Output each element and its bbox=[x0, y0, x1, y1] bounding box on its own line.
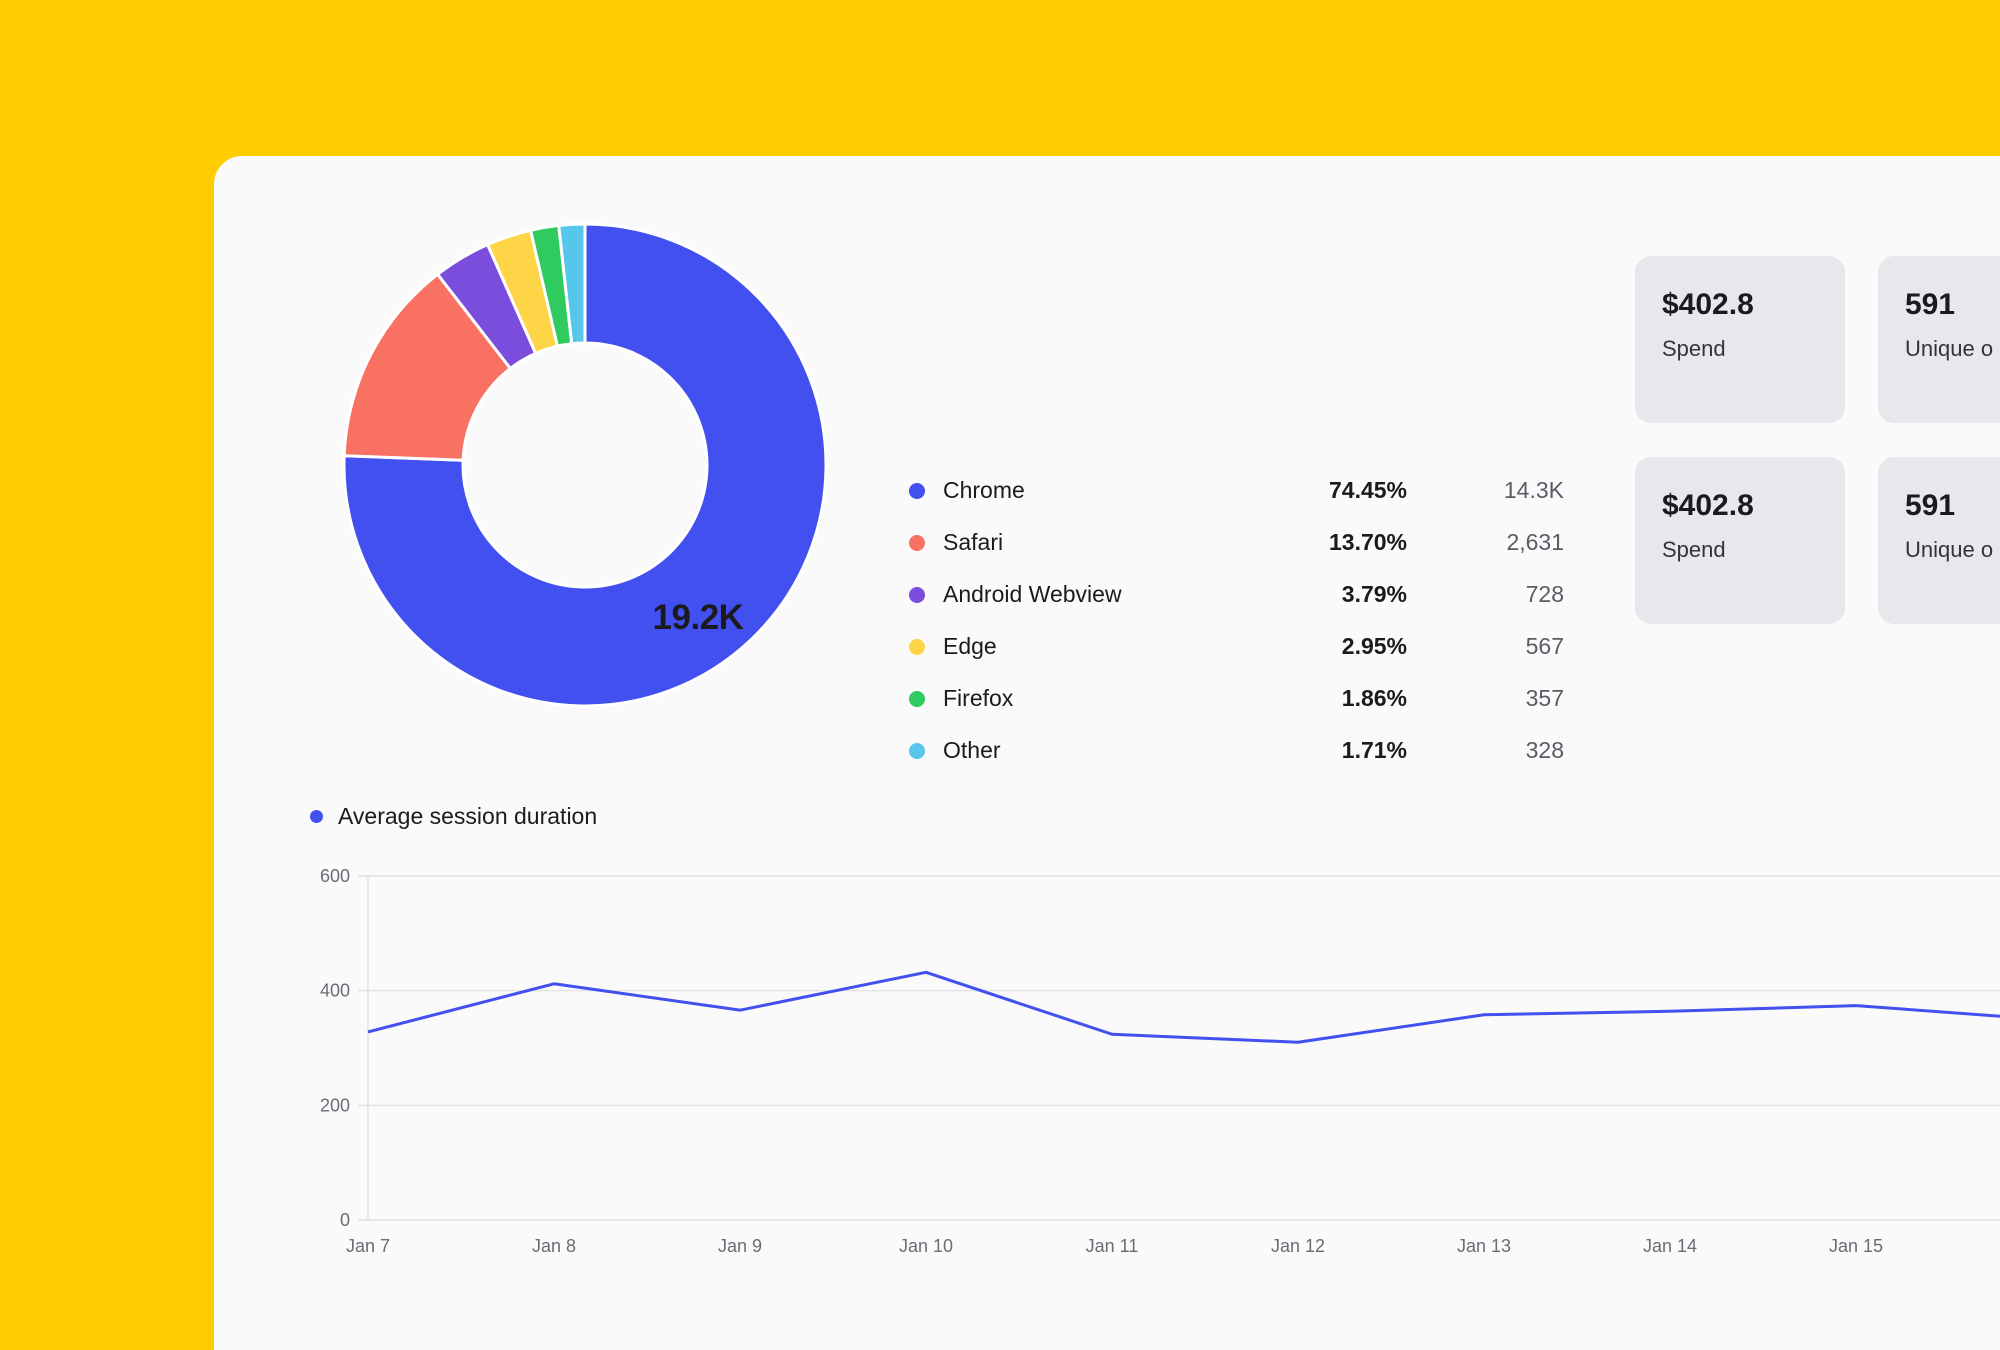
line-chart-legend[interactable]: Average session duration bbox=[310, 801, 710, 831]
x-tick-label: Jan 13 bbox=[1457, 1236, 1511, 1256]
line-legend-label: Average session duration bbox=[338, 803, 598, 829]
legend-percentage: 1.71% bbox=[1341, 737, 1407, 763]
legend-item-safari[interactable]: Safari 13.70% 2,631 bbox=[214, 523, 1564, 563]
stat-card-spend[interactable]: $402.8 Spend bbox=[1635, 457, 1845, 624]
legend-item-android-webview[interactable]: Android Webview 3.79% 728 bbox=[214, 575, 1564, 615]
stat-card-unique[interactable]: 591 Unique o bbox=[1878, 256, 2000, 423]
x-tick-label: Jan 14 bbox=[1643, 1236, 1697, 1256]
y-tick-label: 200 bbox=[320, 1095, 350, 1115]
legend-name: Safari bbox=[943, 529, 1004, 555]
legend-percentage: 3.79% bbox=[1341, 581, 1407, 607]
donut-slice-chrome[interactable] bbox=[342, 222, 828, 708]
legend-name: Firefox bbox=[943, 685, 1014, 711]
legend-count: 328 bbox=[1525, 737, 1564, 763]
browser-donut-chart bbox=[342, 222, 828, 708]
x-tick-label: Jan 12 bbox=[1271, 1236, 1325, 1256]
x-tick-label: Jan 11 bbox=[1086, 1236, 1139, 1256]
legend-name: Android Webview bbox=[943, 581, 1122, 607]
legend-count: 14.3K bbox=[1503, 477, 1564, 503]
legend-percentage: 1.86% bbox=[1341, 685, 1407, 711]
y-tick-label: 400 bbox=[320, 981, 350, 1001]
browser-legend: Chrome 74.45% 14.3K Safari 13.70% 2,631 … bbox=[214, 156, 2000, 763]
x-tick-label: Jan 9 bbox=[718, 1236, 762, 1256]
x-tick-label: Jan 15 bbox=[1829, 1236, 1883, 1256]
stat-card-value: $402.8 bbox=[1662, 288, 1754, 321]
legend-item-firefox[interactable]: Firefox 1.86% 357 bbox=[214, 679, 1564, 719]
legend-count: 567 bbox=[1525, 633, 1564, 659]
series-line-average-session-duration[interactable] bbox=[367, 970, 2000, 1044]
stat-card-value: 591 bbox=[1905, 288, 1956, 321]
legend-dot bbox=[909, 535, 925, 551]
y-tick-label: 600 bbox=[320, 866, 350, 886]
legend-count: 2,631 bbox=[1506, 529, 1564, 555]
stat-card-value: 591 bbox=[1905, 489, 1956, 522]
stat-card-label: Spend bbox=[1662, 537, 1726, 562]
stat-card-label: Unique o bbox=[1905, 537, 1994, 562]
legend-dot bbox=[909, 639, 925, 655]
stat-card-label: Unique o bbox=[1905, 336, 1994, 361]
legend-dot bbox=[909, 691, 925, 707]
legend-item-chrome[interactable]: Chrome 74.45% 14.3K bbox=[214, 471, 1564, 511]
stat-card-value: $402.8 bbox=[1662, 489, 1754, 522]
stat-card-label: Spend bbox=[1662, 336, 1726, 361]
legend-item-other[interactable]: Other 1.71% 328 bbox=[214, 731, 1564, 771]
donut-total-label: 19.2K bbox=[652, 598, 744, 637]
x-tick-label: Jan 8 bbox=[532, 1236, 576, 1256]
legend-name: Chrome bbox=[943, 477, 1025, 503]
legend-percentage: 74.45% bbox=[1328, 477, 1407, 503]
legend-count: 728 bbox=[1525, 581, 1564, 607]
x-tick-label: Jan 10 bbox=[899, 1236, 953, 1256]
legend-dot bbox=[909, 483, 925, 499]
dashboard-panel: 19.2K Chrome 74.45% 14.3K Safari 13.70% … bbox=[214, 156, 2000, 1350]
stat-card-spend[interactable]: $402.8 Spend bbox=[1635, 256, 1845, 423]
legend-percentage: 2.95% bbox=[1341, 633, 1407, 659]
line-legend-dot bbox=[310, 810, 323, 823]
legend-count: 357 bbox=[1525, 685, 1564, 711]
legend-name: Other bbox=[943, 737, 1001, 763]
session-duration-line-chart: 600 400 200 0 Jan 7 Jan 8 Jan 9 Jan 10 Jan 11 Ja… bbox=[320, 866, 2000, 1256]
donut-slice-safari[interactable] bbox=[342, 272, 513, 462]
legend-item-edge[interactable]: Edge 2.95% 567 bbox=[214, 627, 1564, 667]
legend-percentage: 13.70% bbox=[1328, 529, 1407, 555]
donut-slice-other[interactable] bbox=[557, 222, 587, 346]
legend-name: Edge bbox=[943, 633, 997, 659]
legend-dot bbox=[909, 587, 925, 603]
x-tick-label: Jan 7 bbox=[346, 1236, 390, 1256]
stat-card-unique[interactable]: 591 Unique o bbox=[1878, 457, 2000, 624]
y-tick-label: 0 bbox=[340, 1210, 350, 1230]
legend-dot bbox=[909, 743, 925, 759]
